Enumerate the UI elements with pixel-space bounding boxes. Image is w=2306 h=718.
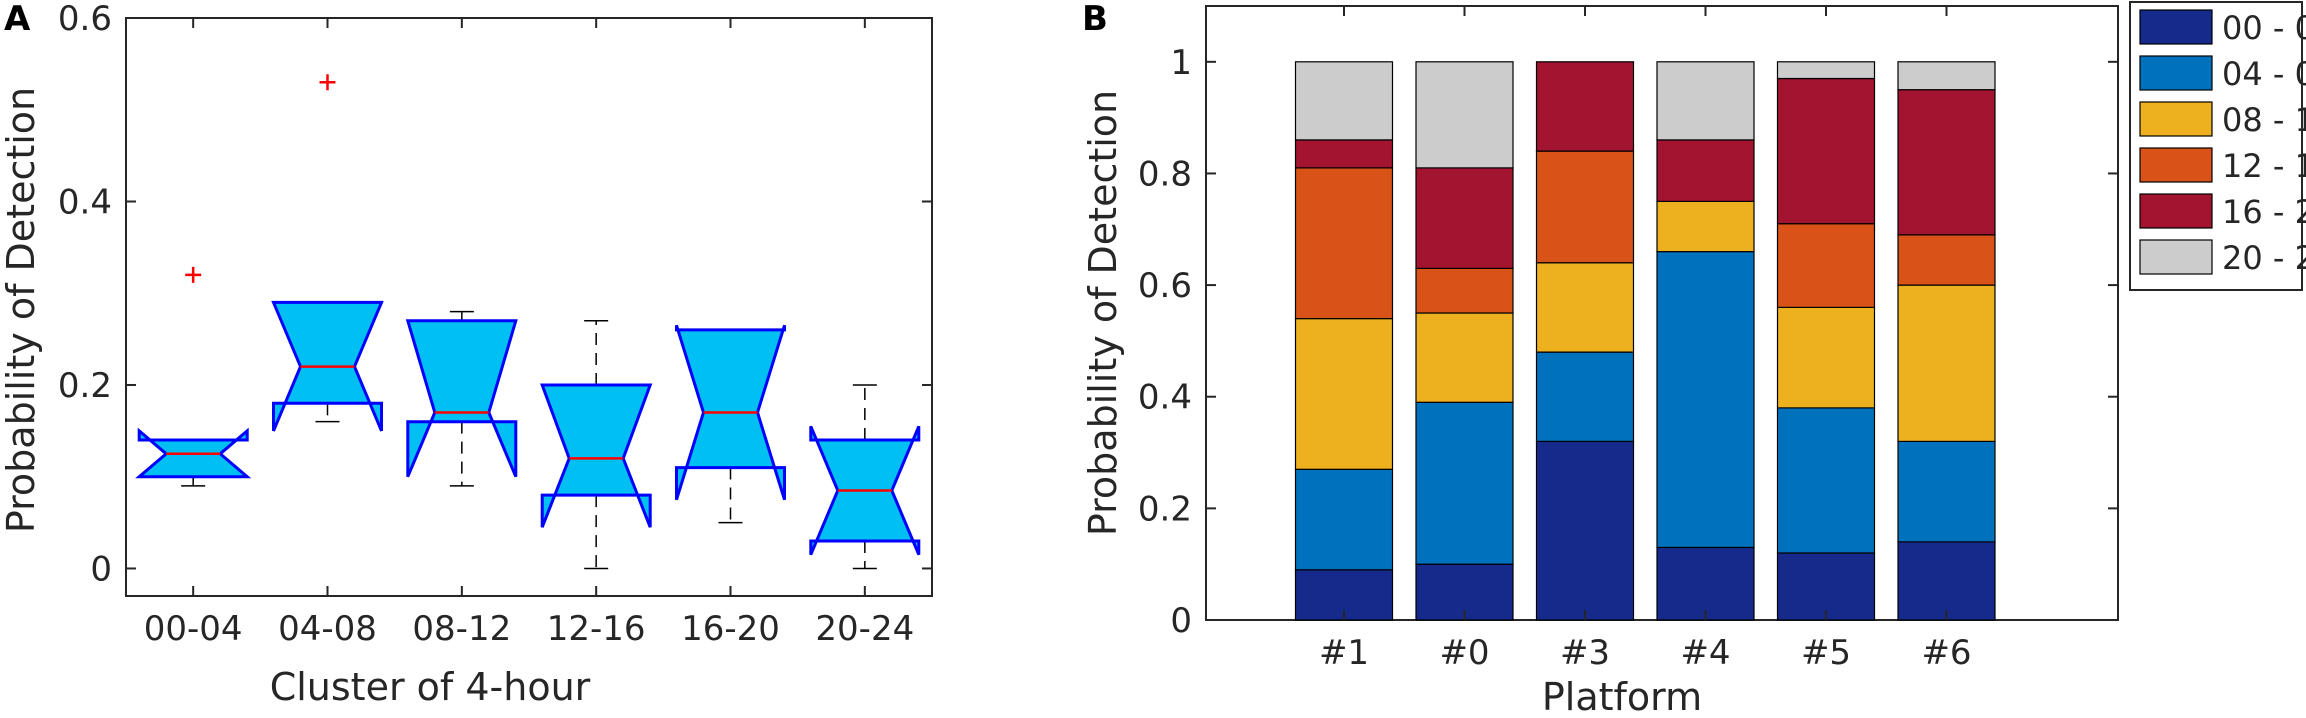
panel-b: B 0 0.2 0.4 0.6 0.8 1 #1 #0 #3 #4 #5 #6 Platform P… xyxy=(1081,0,2306,718)
y-tick-label: 1 xyxy=(1170,43,1192,83)
panel-b-bars xyxy=(1294,61,1996,621)
bar-segment-12-16 xyxy=(1294,167,1394,320)
panel-a-x-axis-label: Cluster of 4-hour xyxy=(270,665,591,709)
legend-swatch xyxy=(2139,55,2213,91)
bar-segment-00-04 xyxy=(1535,440,1635,621)
panel-a-y-ticks: 0 0.2 0.4 0.6 xyxy=(58,0,932,589)
legend-label: 00 - 04 xyxy=(2222,9,2306,47)
bar-segment-08-12 xyxy=(1415,312,1514,403)
legend-swatch xyxy=(2139,239,2213,275)
panel-b-letter: B xyxy=(1082,0,1108,39)
y-tick-label: 0 xyxy=(1170,601,1192,641)
bar-segment-20-24 xyxy=(1415,61,1514,169)
bar-segment-00-04 xyxy=(1897,541,1996,621)
x-tick-label: 08-12 xyxy=(412,609,511,649)
bar-segment-12-16 xyxy=(1897,234,1996,286)
x-tick-label: 00-04 xyxy=(144,609,243,649)
y-tick-label: 0.4 xyxy=(1138,378,1192,418)
bar-segment-16-20 xyxy=(1415,167,1514,269)
panel-a-letter: A xyxy=(4,0,31,39)
legend-label: 20 - 24 xyxy=(2222,239,2306,277)
bar-segment-12-16 xyxy=(1415,267,1514,314)
panel-a-axes-box xyxy=(125,17,933,597)
y-tick-label: 0.2 xyxy=(1138,489,1192,529)
x-tick-label: #3 xyxy=(1560,633,1610,673)
y-tick-label: 0.6 xyxy=(58,0,112,39)
bar-segment-08-12 xyxy=(1776,306,1876,409)
y-tick-label: 0.6 xyxy=(1138,266,1192,306)
panel-b-x-axis-label: Platform xyxy=(1542,675,1702,718)
bar-segment-12-16 xyxy=(1535,150,1635,264)
panel-b-legend: 00 - 04 04 - 08 08 - 12 12 - 16 16 - 20 20 - … xyxy=(2129,1,2306,291)
bar-segment-20-24 xyxy=(1776,61,1876,80)
bar-segment-04-08 xyxy=(1897,440,1996,543)
bar-segment-16-20 xyxy=(1656,139,1755,203)
legend-swatch xyxy=(2139,193,2213,229)
x-tick-label: #6 xyxy=(1921,633,1971,673)
bar-segment-04-08 xyxy=(1415,401,1514,565)
bar-segment-04-08 xyxy=(1656,251,1755,548)
bar-segment-16-20 xyxy=(1776,77,1876,225)
y-tick-label: 0 xyxy=(90,549,112,589)
bar-segment-12-16 xyxy=(1776,223,1876,308)
legend-swatch xyxy=(2139,101,2213,137)
bar-segment-16-20 xyxy=(1535,61,1635,152)
panel-a: A 0 0.2 0.4 0.6 00-04 04-08 08-12 12-16 16-20 20… xyxy=(0,0,933,709)
x-tick-label: 16-20 xyxy=(681,609,780,649)
y-tick-label: 0.4 xyxy=(58,182,112,222)
y-tick-label: 0.2 xyxy=(58,366,112,406)
outlier-marker xyxy=(185,266,202,283)
bar-segment-20-24 xyxy=(1294,61,1394,141)
bar-segment-04-08 xyxy=(1535,351,1635,443)
bar-segment-08-12 xyxy=(1897,284,1996,443)
bar-segment-16-20 xyxy=(1897,89,1996,236)
legend-swatch xyxy=(2139,147,2213,183)
x-tick-label: 12-16 xyxy=(547,609,646,649)
x-tick-label: #4 xyxy=(1680,633,1730,673)
bar-segment-08-12 xyxy=(1535,262,1635,353)
y-tick-label: 0.8 xyxy=(1138,154,1192,194)
x-tick-label: #5 xyxy=(1801,633,1851,673)
bar-segment-04-08 xyxy=(1776,407,1876,554)
bar-segment-08-12 xyxy=(1656,200,1755,253)
panel-b-y-ticks: 0 0.2 0.4 0.6 0.8 1 xyxy=(1138,43,2118,641)
x-tick-label: 20-24 xyxy=(815,609,914,649)
bar-segment-20-24 xyxy=(1656,61,1755,141)
panel-a-y-axis-label: Probability of Detection xyxy=(0,87,43,533)
bar-segment-08-12 xyxy=(1294,318,1394,470)
bar-segment-20-24 xyxy=(1897,61,1996,91)
x-tick-label: #1 xyxy=(1319,633,1369,673)
legend-swatch xyxy=(2139,9,2213,45)
panel-b-x-ticks: #1 #0 #3 #4 #5 #6 xyxy=(1319,6,1972,673)
x-tick-label: #0 xyxy=(1439,633,1489,673)
bar-segment-16-20 xyxy=(1294,139,1394,169)
bar-segment-04-08 xyxy=(1294,468,1394,571)
panel-a-x-ticks: 00-04 04-08 08-12 12-16 16-20 20-24 xyxy=(144,18,914,649)
panel-a-boxes xyxy=(135,74,921,570)
outlier-marker xyxy=(319,74,336,91)
legend-label: 12 - 16 xyxy=(2222,147,2306,185)
panel-b-y-axis-label: Probability of Detection xyxy=(1081,90,1125,536)
notched-box xyxy=(540,383,653,528)
notched-box xyxy=(405,319,518,478)
legend-label: 16 - 20 xyxy=(2222,193,2306,231)
bar-segment-00-04 xyxy=(1656,546,1755,621)
bar-segment-00-04 xyxy=(1776,552,1876,621)
legend-label: 08 - 12 xyxy=(2222,101,2306,139)
x-tick-label: 04-08 xyxy=(278,609,377,649)
legend-label: 04 - 08 xyxy=(2222,55,2306,93)
